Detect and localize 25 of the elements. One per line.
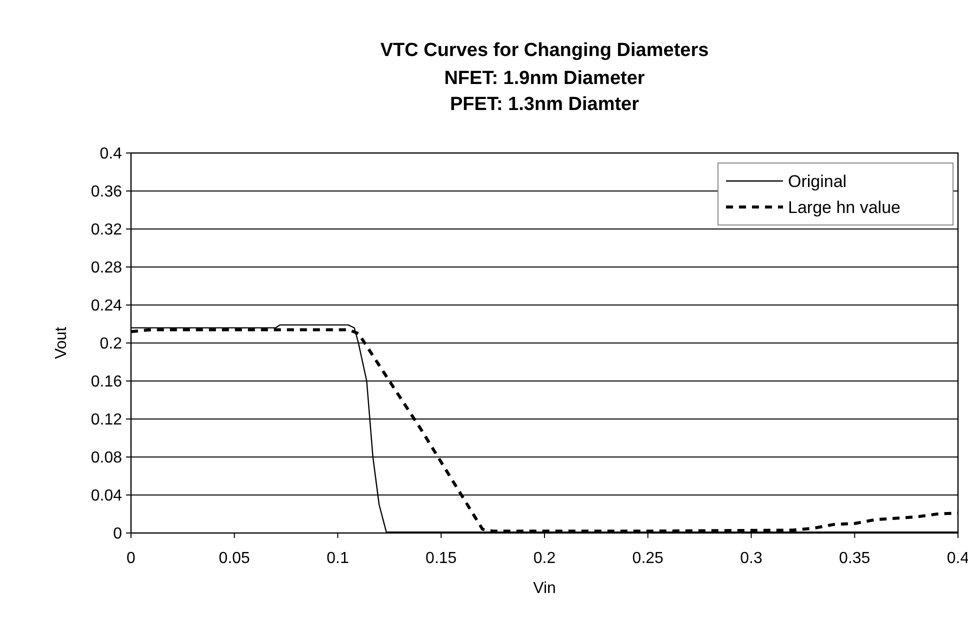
y-tick-label: 0.2 xyxy=(100,336,122,353)
x-tick-label: 0 xyxy=(126,550,136,567)
x-tick-label: 0.25 xyxy=(632,550,664,567)
y-tick-label: 0.32 xyxy=(90,222,122,239)
legend-label: Large hn value xyxy=(788,198,900,217)
x-tick-label: 0.05 xyxy=(218,550,250,567)
y-tick-label: 0.04 xyxy=(90,488,122,505)
x-tick-label: 0.1 xyxy=(326,550,349,567)
x-axis-title: Vin xyxy=(533,580,556,597)
y-tick-label: 0.12 xyxy=(90,412,122,429)
x-tick-label: 0.15 xyxy=(426,550,457,567)
y-tick-label: 0.24 xyxy=(90,298,122,315)
y-axis-title: Vout xyxy=(53,326,70,360)
y-tick-label: 0.08 xyxy=(90,450,122,467)
y-tick-label: 0.4 xyxy=(100,146,122,163)
y-tick-label: 0.16 xyxy=(90,374,122,391)
chart-title: VTC Curves for Changing Diameters xyxy=(380,40,709,61)
x-tick-label: 0.2 xyxy=(533,550,556,567)
legend-label: Original xyxy=(788,172,847,191)
y-tick-label: 0.36 xyxy=(90,184,122,201)
y-tick-label: 0.28 xyxy=(90,260,122,277)
y-tick-label: 0 xyxy=(113,526,122,543)
x-tick-label: 0.3 xyxy=(740,550,762,567)
x-tick-label: 0.35 xyxy=(839,550,870,567)
chart-subtitle: NFET: 1.9nm Diameter PFET: 1.3nm Diamter xyxy=(444,68,646,115)
